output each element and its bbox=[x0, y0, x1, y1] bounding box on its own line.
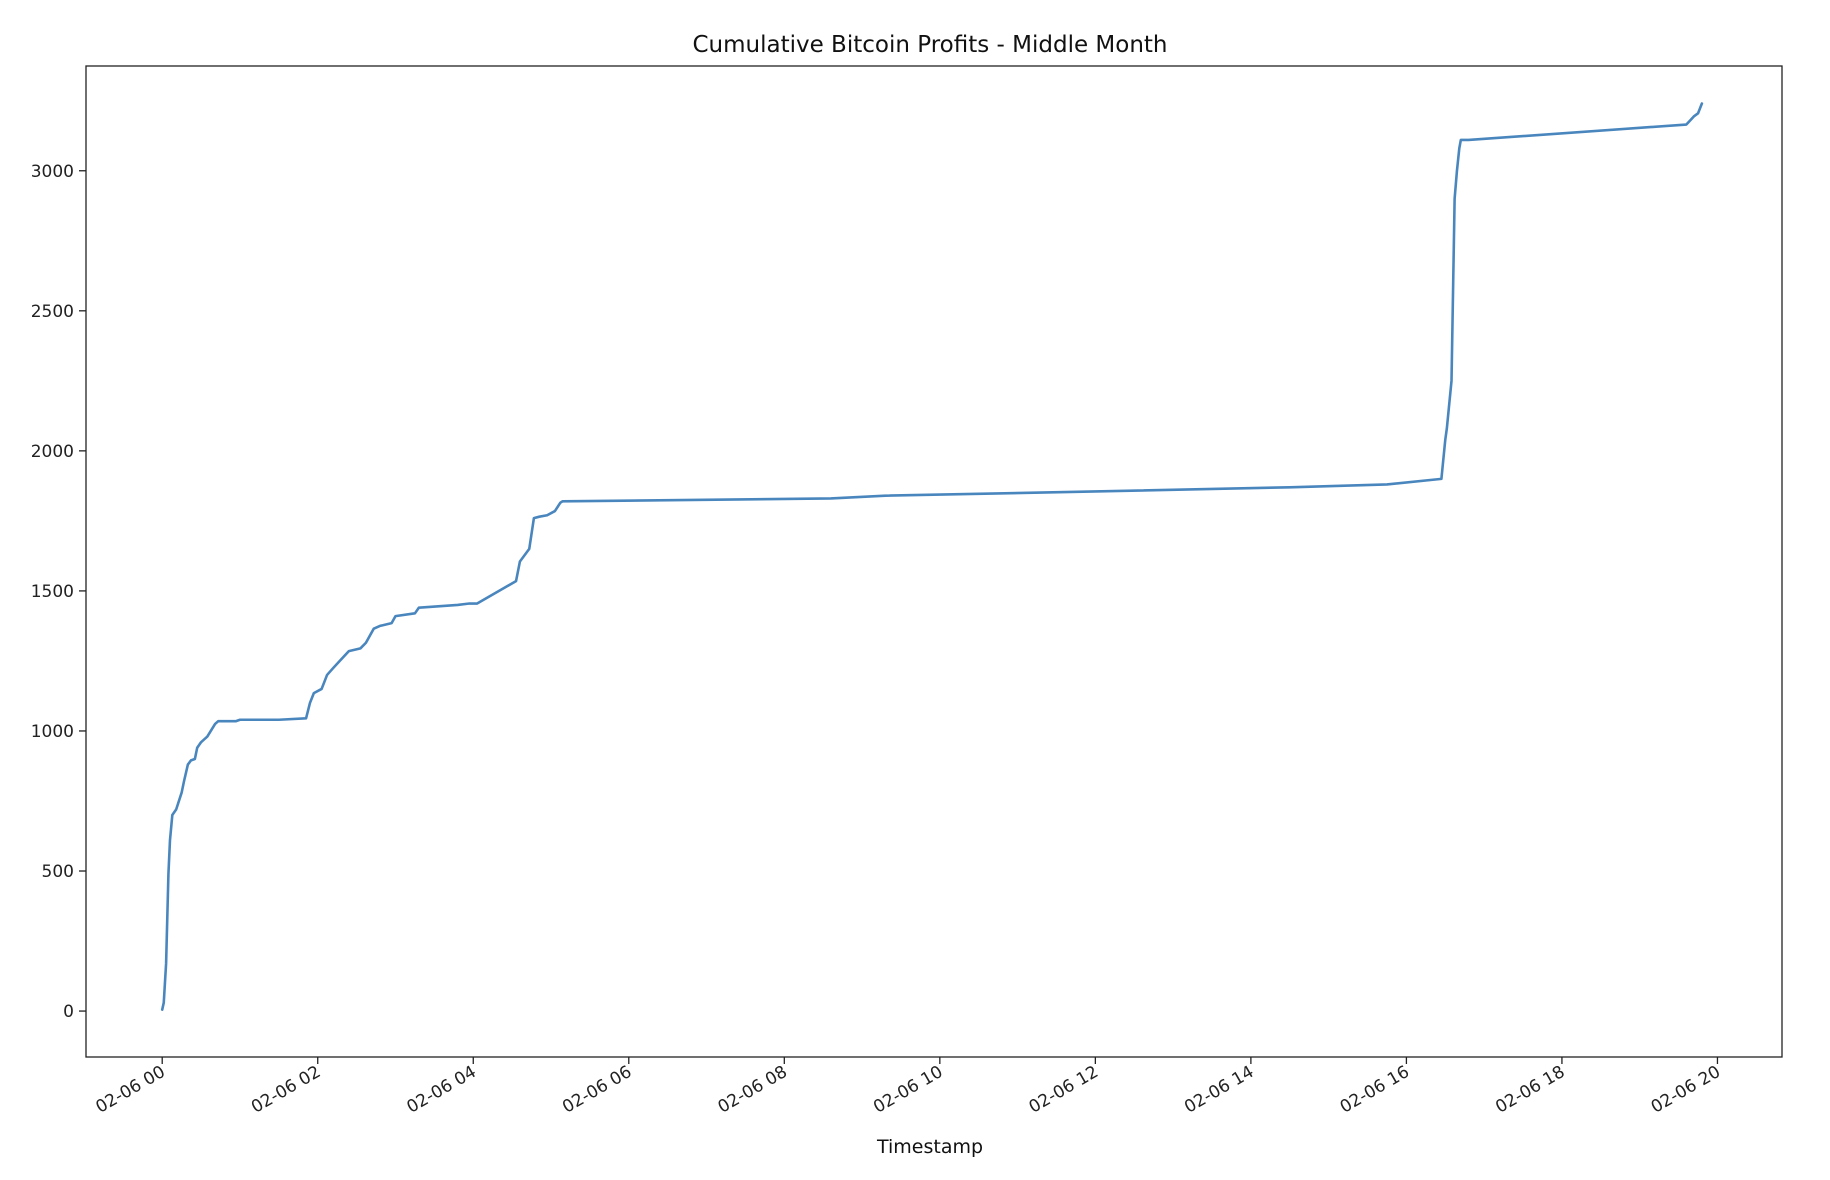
x-tick-label: 02-06 00 bbox=[93, 1062, 169, 1118]
x-axis-label: Timestamp bbox=[876, 1136, 983, 1158]
x-tick-label: 02-06 14 bbox=[1181, 1062, 1257, 1118]
x-tick-label: 02-06 08 bbox=[715, 1062, 791, 1118]
y-tick-label: 3000 bbox=[31, 162, 74, 182]
x-tick-label: 02-06 20 bbox=[1648, 1062, 1724, 1118]
y-tick-label: 2000 bbox=[31, 442, 74, 462]
y-tick-label: 500 bbox=[42, 862, 74, 882]
x-tick-label: 02-06 02 bbox=[248, 1062, 324, 1118]
chart-title: Cumulative Bitcoin Profits - Middle Mont… bbox=[692, 32, 1167, 58]
x-tick-label: 02-06 10 bbox=[870, 1062, 946, 1118]
x-tick-label: 02-06 04 bbox=[404, 1062, 480, 1118]
x-tick-label: 02-06 16 bbox=[1337, 1062, 1413, 1118]
y-tick-label: 1000 bbox=[31, 722, 74, 742]
y-tick-label: 1500 bbox=[31, 582, 74, 602]
y-tick-label: 0 bbox=[63, 1002, 74, 1022]
series-line-0 bbox=[160, 102, 1704, 1011]
x-tick-label: 02-06 18 bbox=[1492, 1062, 1568, 1118]
x-tick-label: 02-06 12 bbox=[1026, 1062, 1102, 1118]
plot-area-frame bbox=[85, 65, 1783, 1058]
x-tick-label: 02-06 06 bbox=[559, 1062, 635, 1118]
y-tick-label: 2500 bbox=[31, 302, 74, 322]
